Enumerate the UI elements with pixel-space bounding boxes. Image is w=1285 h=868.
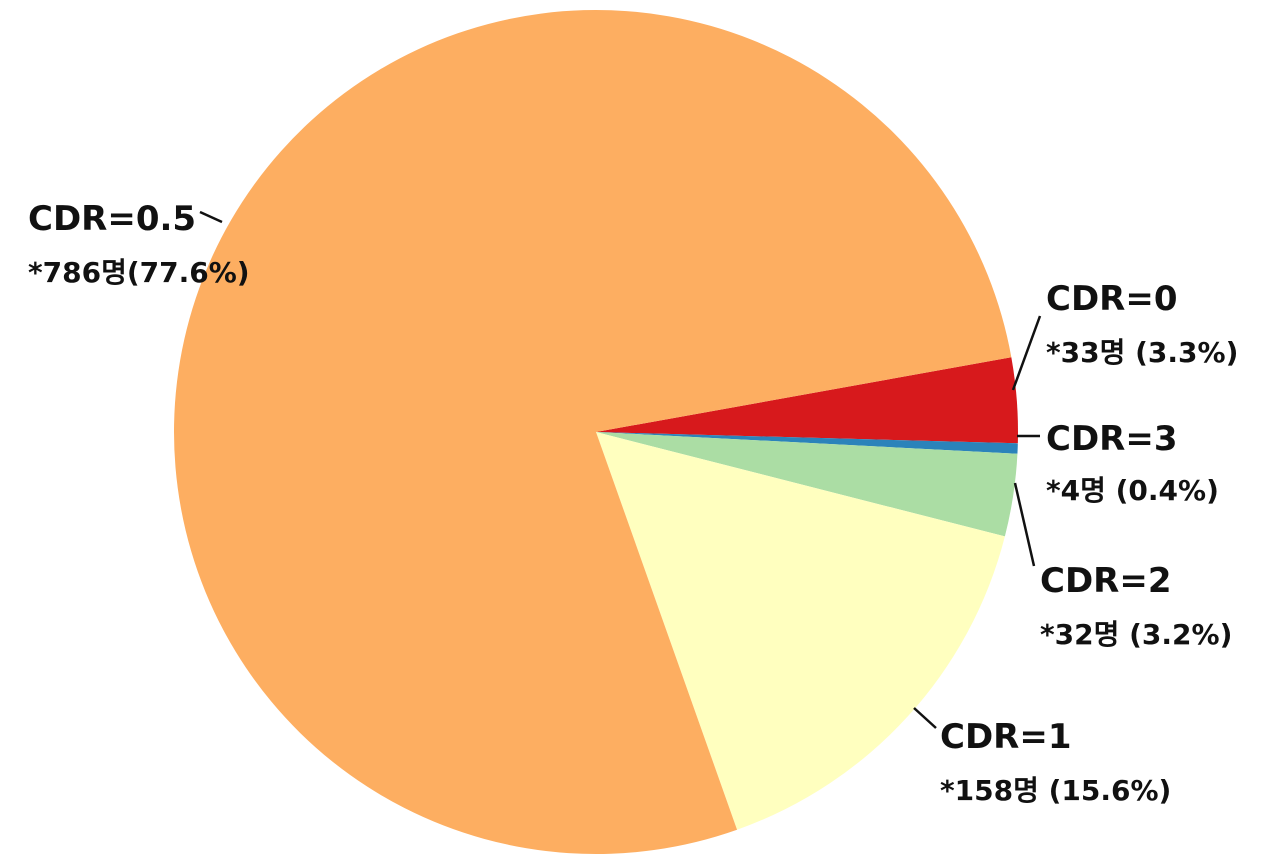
label-cdr-0-5-value: *786명(77.6%) — [28, 256, 250, 289]
label-cdr-1-value: *158명 (15.6%) — [940, 774, 1171, 807]
label-cdr-3-value: *4명 (0.4%) — [1046, 474, 1219, 507]
label-cdr-1-name: CDR=1 — [940, 717, 1072, 757]
leader-lines — [199, 210, 1042, 729]
pie-slice-cdr-0-5 — [174, 9, 1012, 854]
leader-cdr-0 — [1011, 315, 1042, 391]
pie-slice-cdr-0 — [596, 357, 1019, 444]
label-cdr-2-value: *32명 (3.2%) — [1040, 618, 1232, 651]
label-cdr-0-5-name: CDR=0.5 — [28, 199, 196, 239]
label-cdr-0-value: *33명 (3.3%) — [1046, 336, 1238, 369]
leader-cdr-0-5 — [199, 210, 223, 224]
leader-cdr-1 — [913, 707, 937, 729]
leader-cdr-2 — [1013, 482, 1036, 567]
pie-slice-cdr-1 — [596, 432, 1005, 830]
label-cdr-3-name: CDR=3 — [1046, 419, 1178, 459]
pie-slices — [174, 9, 1019, 854]
label-cdr-2-name: CDR=2 — [1040, 561, 1172, 601]
label-cdr-0-name: CDR=0 — [1046, 279, 1178, 319]
pie-slice-cdr-2 — [596, 432, 1018, 537]
pie-slice-cdr-3 — [596, 432, 1018, 454]
